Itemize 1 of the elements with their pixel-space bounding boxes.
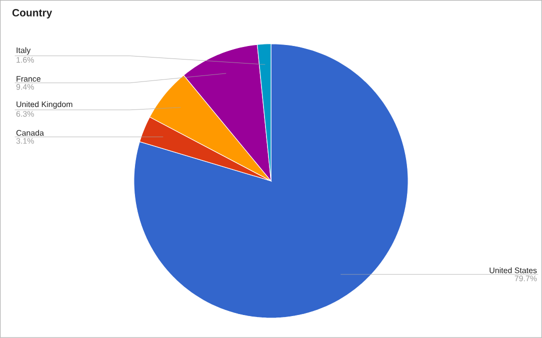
chart-title: Country bbox=[12, 9, 52, 19]
